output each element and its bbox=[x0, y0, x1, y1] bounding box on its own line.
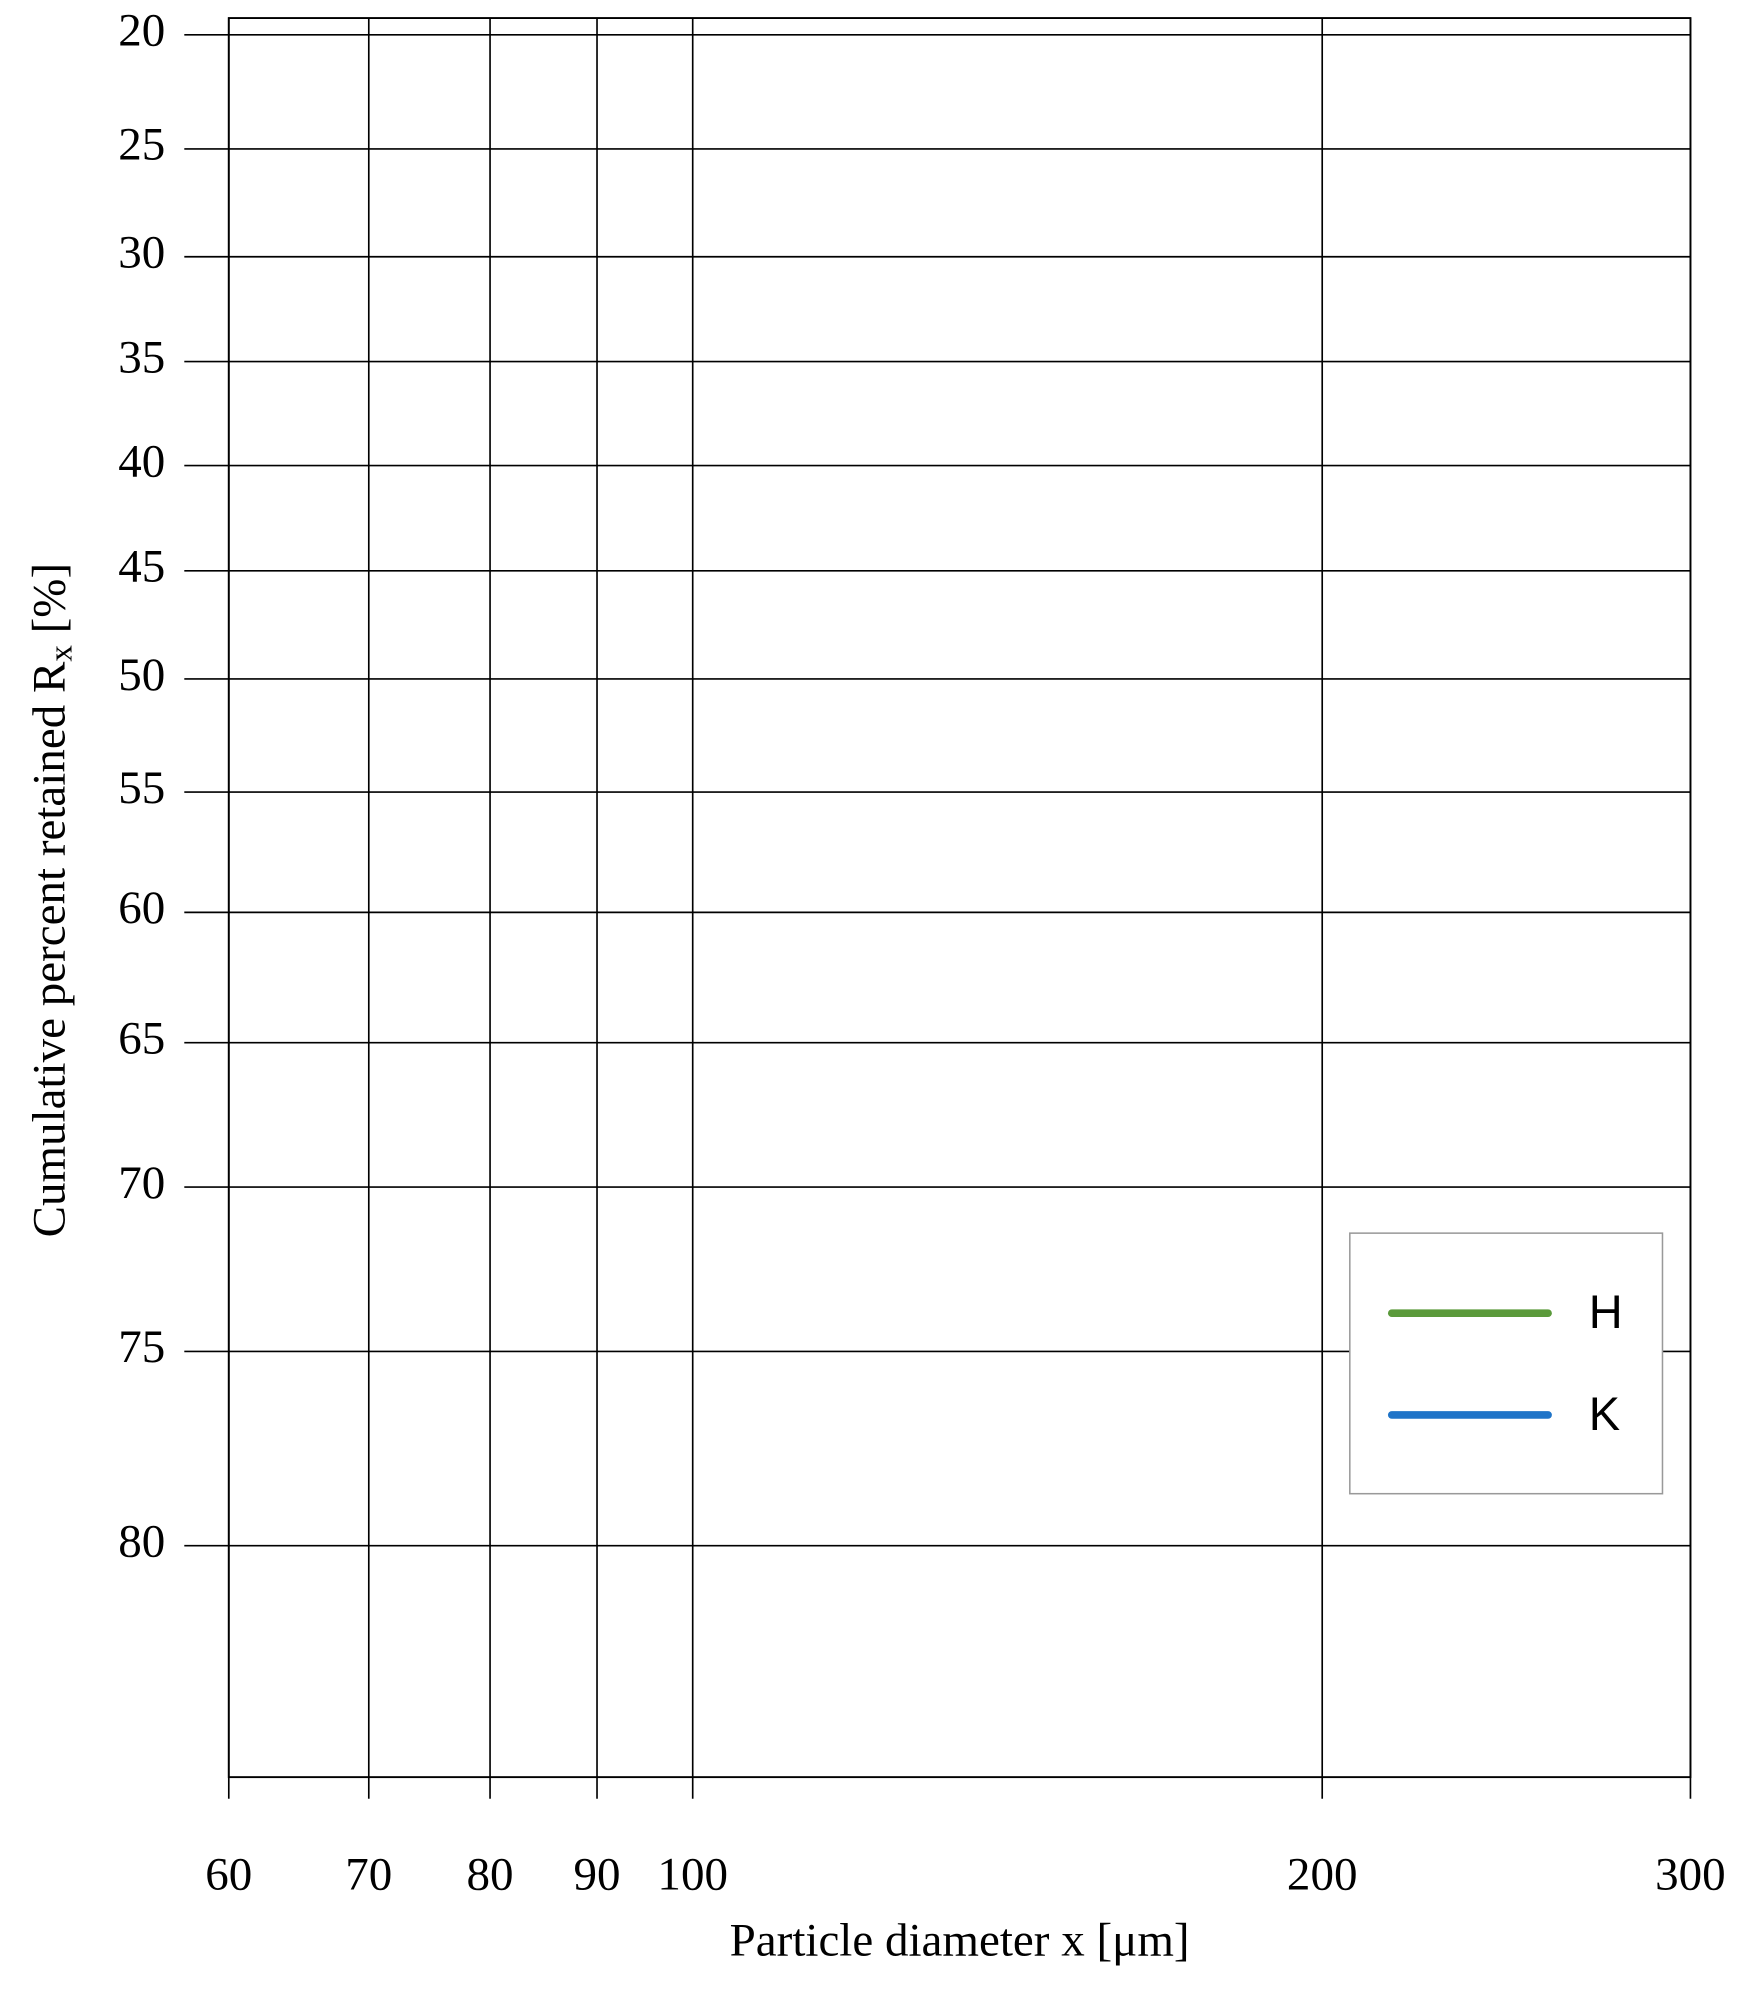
y-label-text: Cumulative percent retained R bbox=[23, 661, 75, 1237]
legend-label: H bbox=[1589, 1285, 1623, 1338]
y-tick-label: 35 bbox=[118, 331, 165, 383]
x-tick-label: 70 bbox=[345, 1849, 392, 1901]
x-axis-label: Particle diameter x [μm] bbox=[730, 1915, 1190, 1967]
x-tick-label: 90 bbox=[574, 1849, 621, 1901]
y-tick-label: 50 bbox=[118, 649, 165, 701]
y-tick-label: 25 bbox=[118, 119, 165, 171]
y-label-subscript: x bbox=[43, 645, 79, 662]
y-tick-label: 75 bbox=[118, 1321, 165, 1373]
y-tick-label: 30 bbox=[118, 227, 165, 279]
y-axis-label: Cumulative percent retained Rx [%] bbox=[23, 563, 79, 1238]
x-tick-label: 80 bbox=[467, 1849, 514, 1901]
plot-frame bbox=[227, 17, 1692, 1779]
x-tick-label: 200 bbox=[1287, 1849, 1358, 1901]
y-tick-label: 20 bbox=[118, 5, 165, 57]
y-tick-label: 80 bbox=[118, 1516, 165, 1568]
y-tick-label: 45 bbox=[118, 541, 165, 593]
x-tick-label: 60 bbox=[205, 1849, 252, 1901]
y-tick-label: 40 bbox=[118, 435, 165, 487]
legend-label: K bbox=[1589, 1387, 1620, 1440]
x-tick-label: 100 bbox=[657, 1849, 728, 1901]
y-tick-label: 60 bbox=[118, 882, 165, 934]
y-tick-label: 70 bbox=[118, 1157, 165, 1209]
y-label-space bbox=[23, 633, 75, 645]
x-tick-label: 300 bbox=[1655, 1849, 1726, 1901]
y-tick-label: 55 bbox=[118, 762, 165, 814]
y-label-suffix: [%] bbox=[23, 563, 75, 633]
legend-box bbox=[1349, 1232, 1664, 1495]
y-tick-label: 65 bbox=[118, 1012, 165, 1064]
